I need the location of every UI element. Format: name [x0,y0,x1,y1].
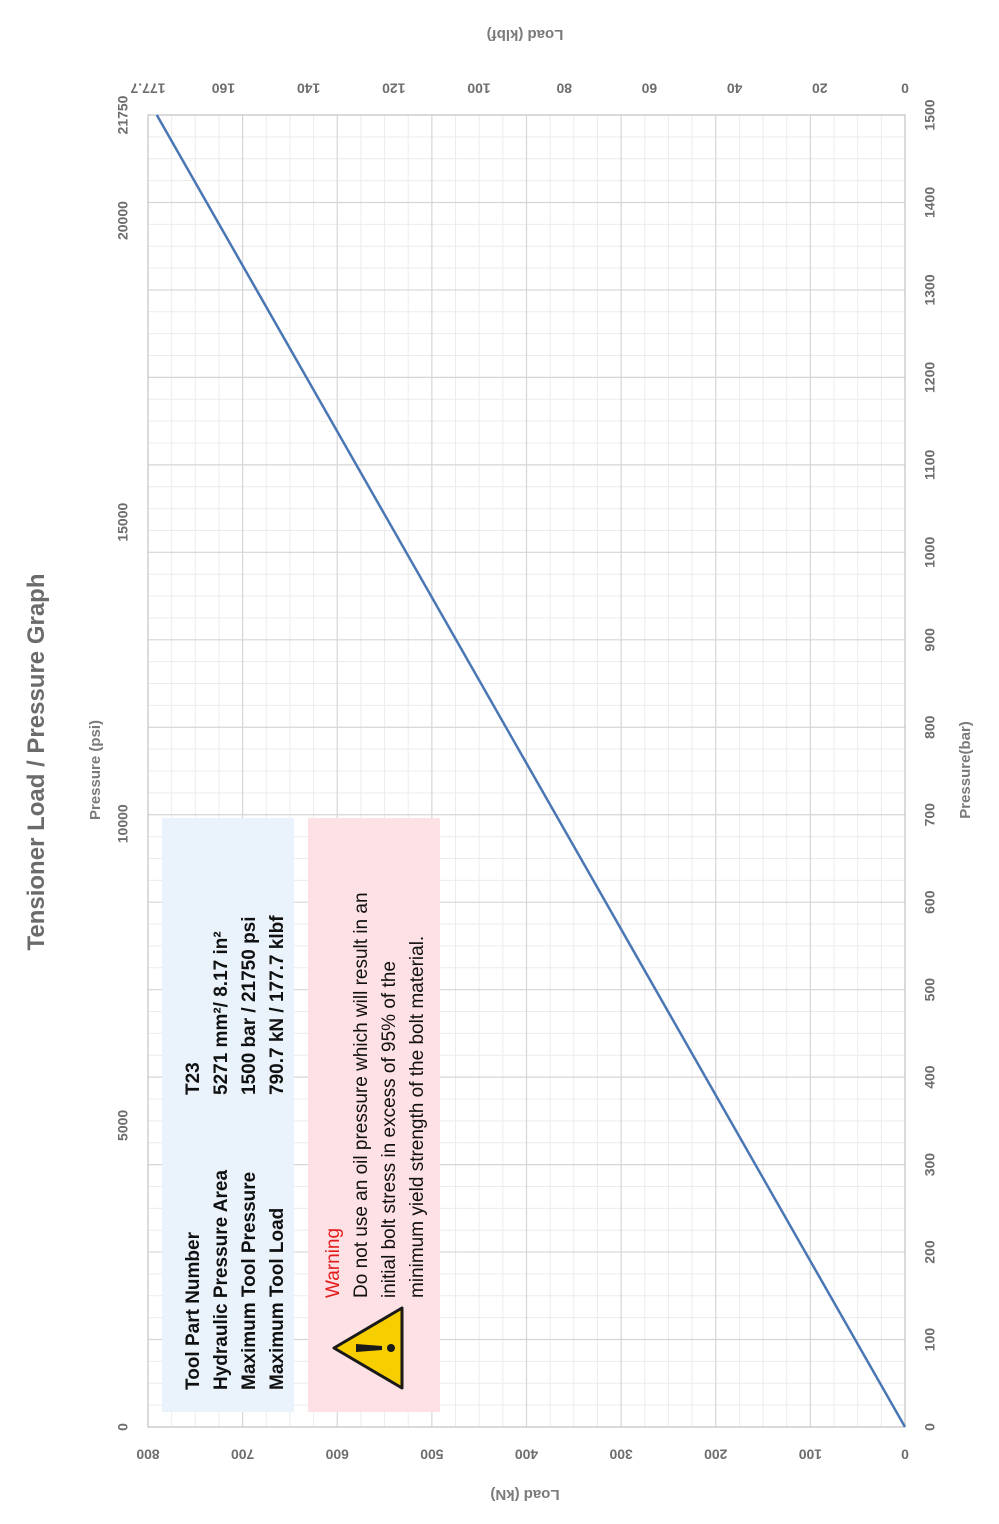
tick-label-klbf: 120 [382,80,406,96]
warning-heading: Warning [323,1228,344,1298]
tick-label-bar: 500 [922,978,938,1002]
tick-label-klbf: 100 [467,80,491,96]
tick-label-bar: 1300 [922,274,938,305]
bottom-axis-title: Pressure(bar) [957,721,974,819]
info-box: Tool Part Number Hydraulic Pressure Area… [162,818,294,1412]
info-value-max-load: 790.7 kN / 177.7 klbf [267,915,288,1095]
tick-label-psi: 10000 [115,804,131,843]
tick-label-bar: 0 [922,1423,938,1431]
warning-line-2: initial bolt stress in excess of 95% of … [379,961,400,1298]
tick-label-kn: 100 [798,1446,822,1462]
warning-box-background [308,818,440,1412]
tick-label-bar: 1400 [922,187,938,218]
info-box-background [162,818,294,1412]
tick-label-kn: 800 [136,1446,160,1462]
info-value-max-pressure: 1500 bar / 21750 psi [239,916,260,1095]
info-label-part-number: Tool Part Number [183,1231,204,1390]
tick-label-klbf: 80 [556,80,572,96]
tick-label-kn: 600 [325,1446,349,1462]
tick-labels: 0100200300400500600700800900100011001200… [115,80,938,1462]
tick-label-klbf: 60 [641,80,657,96]
tick-label-klbf: 140 [297,80,321,96]
tick-label-bar: 300 [922,1153,938,1177]
tick-label-kn: 200 [704,1446,728,1462]
tick-label-psi: 15000 [115,502,131,541]
tick-label-bar: 900 [922,628,938,652]
warning-line-3: minimum yield strength of the bolt mater… [407,936,428,1298]
tick-label-bar: 1100 [922,449,938,480]
tick-label-kn: 300 [609,1446,633,1462]
tick-label-psi: 21750 [115,95,131,134]
tick-label-bar: 700 [922,803,938,827]
warning-box: Warning Do not use an oil pressure which… [308,818,440,1412]
tick-label-bar: 1500 [922,99,938,130]
tick-label-kn: 0 [901,1446,909,1462]
left-axis-title: Load (kN) [490,1486,559,1503]
tick-label-klbf: 160 [212,80,236,96]
tick-label-psi: 0 [115,1423,131,1431]
info-label-max-load: Maximum Tool Load [267,1208,288,1390]
tick-label-psi: 20000 [115,201,131,240]
load-pressure-line [155,114,907,1428]
warning-triangle-icon [332,1306,404,1390]
tick-label-bar: 200 [922,1240,938,1264]
plot-area-border [147,114,906,1428]
info-label-pressure-area: Hydraulic Pressure Area [211,1170,232,1390]
tick-label-kn: 700 [231,1446,255,1462]
info-value-pressure-area: 5271 mm²/ 8.17 in² [211,931,232,1095]
tick-label-klbf: 0 [901,80,909,96]
tick-label-kn: 500 [420,1446,444,1462]
tick-label-psi: 5000 [115,1110,131,1141]
info-label-max-pressure: Maximum Tool Pressure [239,1172,260,1390]
tick-label-klbf: 40 [727,80,743,96]
warning-line-1: Do not use an oil pressure which will re… [351,892,372,1298]
tick-label-klbf: 20 [812,80,828,96]
tick-label-bar: 100 [922,1328,938,1352]
right-axis-title: Load (klbf) [487,26,564,43]
tick-label-bar: 800 [922,715,938,739]
tick-label-bar: 1000 [922,537,938,568]
tick-label-klbf: 177.7 [130,80,165,96]
tick-label-bar: 400 [922,1065,938,1089]
tick-label-bar: 1200 [922,362,938,393]
chart-title: Tensioner Load / Pressure Graph [23,574,50,951]
top-axis-title: Pressure (psi) [87,720,104,820]
tick-label-kn: 400 [515,1446,539,1462]
info-value-part-number: T23 [183,1062,204,1095]
tick-label-bar: 600 [922,890,938,914]
